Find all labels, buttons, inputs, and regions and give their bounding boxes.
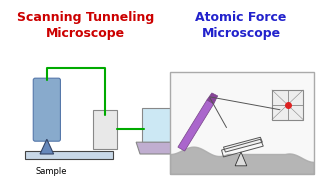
Bar [272, 90, 303, 120]
Bar [142, 108, 188, 142]
Polygon shape [223, 137, 262, 152]
Text: Sample: Sample [35, 167, 67, 176]
Text: Scanning Tunneling
Microscope: Scanning Tunneling Microscope [17, 11, 154, 40]
Polygon shape [40, 139, 54, 154]
Text: Atomic Force
Microscope: Atomic Force Microscope [195, 11, 287, 40]
Polygon shape [207, 93, 218, 104]
Bar [93, 110, 117, 149]
Polygon shape [235, 152, 247, 166]
FancyBboxPatch shape [33, 78, 60, 141]
Polygon shape [136, 142, 194, 154]
Bar [170, 72, 314, 174]
Bar [26, 151, 113, 159]
Polygon shape [178, 100, 214, 151]
